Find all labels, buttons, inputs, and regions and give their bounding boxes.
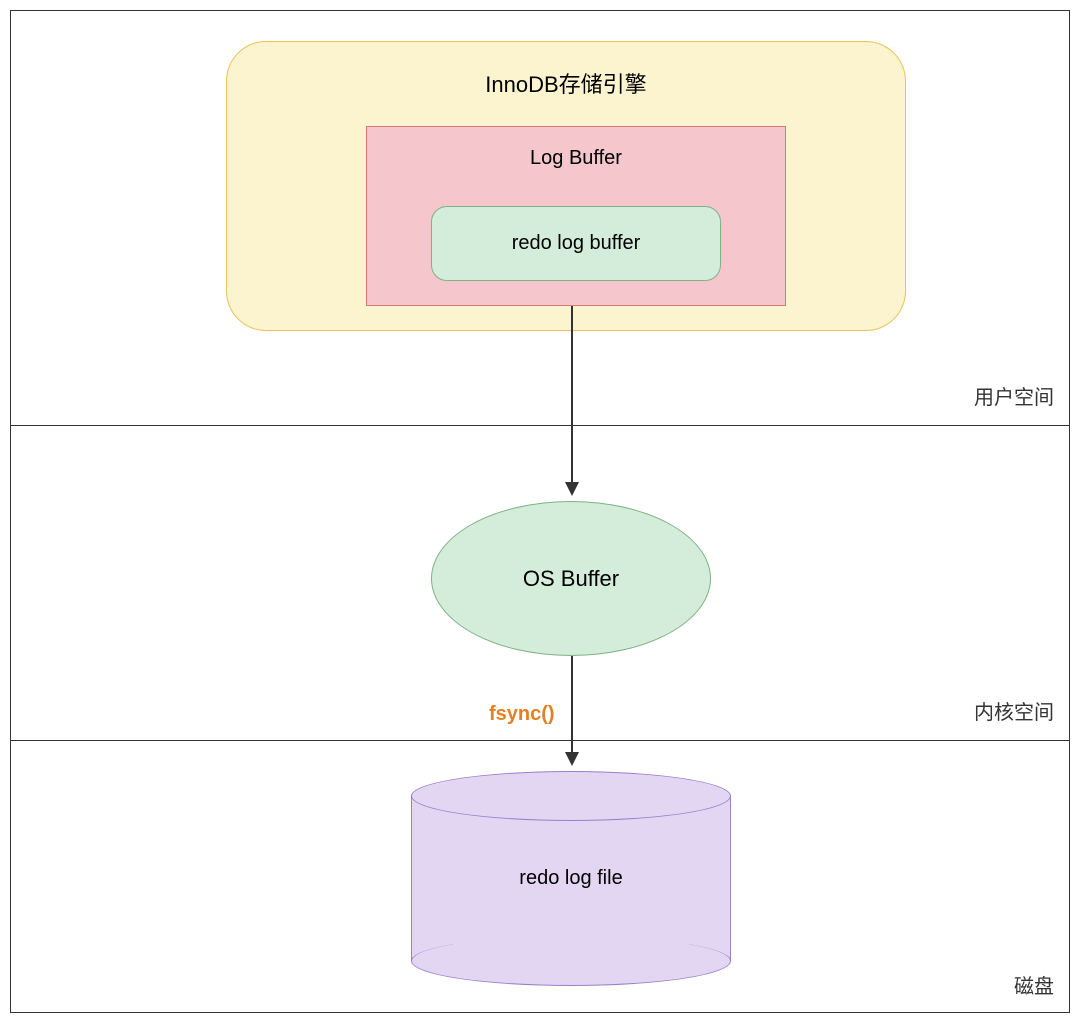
cylinder-bottom — [411, 936, 731, 986]
section-label-user-space: 用户空间 — [974, 381, 1054, 410]
cylinder-top — [411, 771, 731, 821]
section-label-disk: 磁盘 — [1014, 970, 1054, 999]
fsync-label: fsync() — [489, 703, 555, 726]
redo-log-file-label: redo log file — [519, 867, 622, 890]
arrow-user-to-kernel — [571, 306, 573, 482]
os-buffer-label: OS Buffer — [523, 566, 619, 592]
innodb-label: InnoDB存储引擎 — [485, 72, 646, 97]
redo-log-buffer-label: redo log buffer — [512, 232, 641, 255]
diagram-container: 用户空间 内核空间 磁盘 InnoDB存储引擎 Log Buffer redo … — [10, 10, 1070, 1013]
redo-log-buffer-box: redo log buffer — [431, 206, 721, 281]
section-label-kernel-space: 内核空间 — [974, 696, 1054, 725]
arrow-kernel-to-disk — [571, 656, 573, 752]
os-buffer-ellipse: OS Buffer — [431, 501, 711, 656]
arrow-head-2 — [565, 752, 579, 766]
redo-log-file-cylinder: redo log file — [411, 771, 731, 986]
log-buffer-label: Log Buffer — [530, 147, 622, 169]
arrow-head-1 — [565, 482, 579, 496]
